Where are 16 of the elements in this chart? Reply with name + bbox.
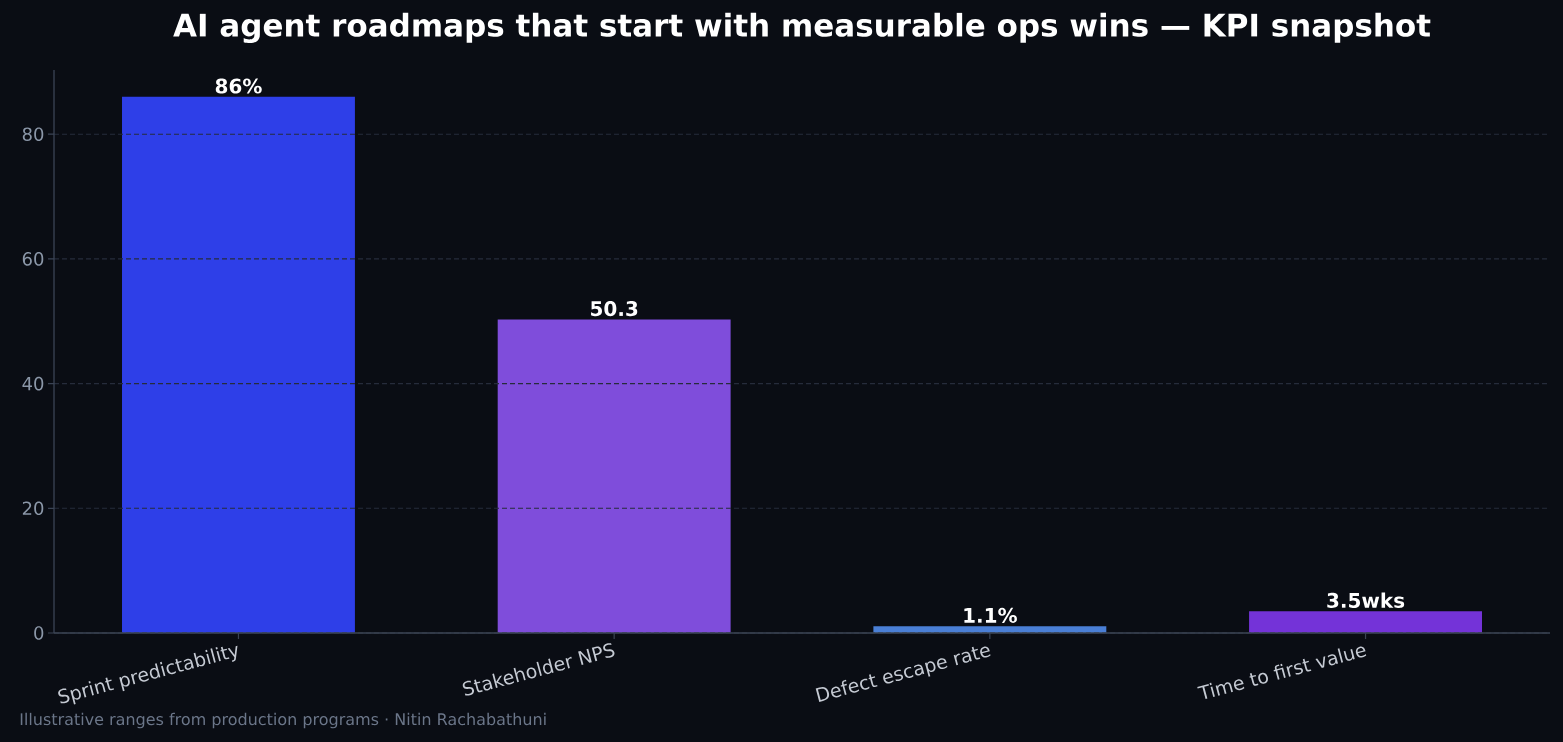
x-tick-label: Time to first value [1197, 646, 1367, 700]
chart-title: AI agent roadmaps that start with measurable ops wins — KPI snapshot [173, 12, 1431, 44]
x-tick-label: Defect escape rate [815, 646, 991, 702]
y-tick-label: 80 [22, 127, 44, 142]
y-tick-label: 60 [22, 252, 44, 266]
bar [1249, 611, 1482, 633]
data-label: 50.3 [591, 301, 638, 317]
data-label: 86% [215, 78, 262, 94]
bar [497, 319, 731, 633]
data-label: 1.1% [964, 607, 1017, 623]
y-tick-label: 0 [34, 626, 44, 640]
bar [122, 96, 355, 633]
data-label: 3.5wks [1327, 592, 1405, 608]
text: Illustrative ranges from production programs · Nitin Rachabathuni [20, 712, 546, 729]
y-tick-label: 40 [22, 376, 44, 391]
y-tick-label: 20 [22, 501, 44, 516]
